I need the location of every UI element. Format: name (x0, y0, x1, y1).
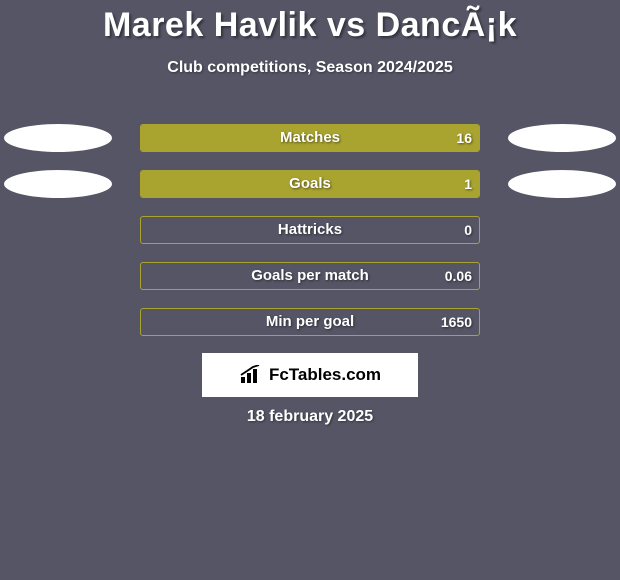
stat-row: Goals1 (0, 170, 620, 198)
footer-date: 18 february 2025 (0, 408, 620, 426)
stat-row: Goals per match0.06 (0, 262, 620, 290)
stat-bar (140, 308, 480, 336)
chart-icon (239, 365, 263, 385)
page-subtitle: Club competitions, Season 2024/2025 (0, 59, 620, 77)
stat-bar (140, 262, 480, 290)
player-marker-left (4, 170, 112, 198)
page-title: Marek Havlik vs DancÃ¡k (0, 0, 620, 45)
canvas: Marek Havlik vs DancÃ¡k Club competition… (0, 0, 620, 580)
stat-row: Matches16 (0, 124, 620, 152)
stat-bar-fill (141, 171, 479, 197)
player-marker-right (508, 124, 616, 152)
stat-bar (140, 170, 480, 198)
stat-rows: Matches16 Goals1 Hattricks0 Goals per match… (0, 124, 620, 354)
player-marker-left (4, 124, 112, 152)
logo-text: FcTables.com (269, 365, 381, 385)
stat-row: Hattricks0 (0, 216, 620, 244)
site-logo: FcTables.com (202, 353, 418, 397)
stat-bar (140, 216, 480, 244)
stat-bar-fill (141, 125, 479, 151)
stat-row: Min per goal1650 (0, 308, 620, 336)
stat-bar (140, 124, 480, 152)
player-marker-right (508, 170, 616, 198)
